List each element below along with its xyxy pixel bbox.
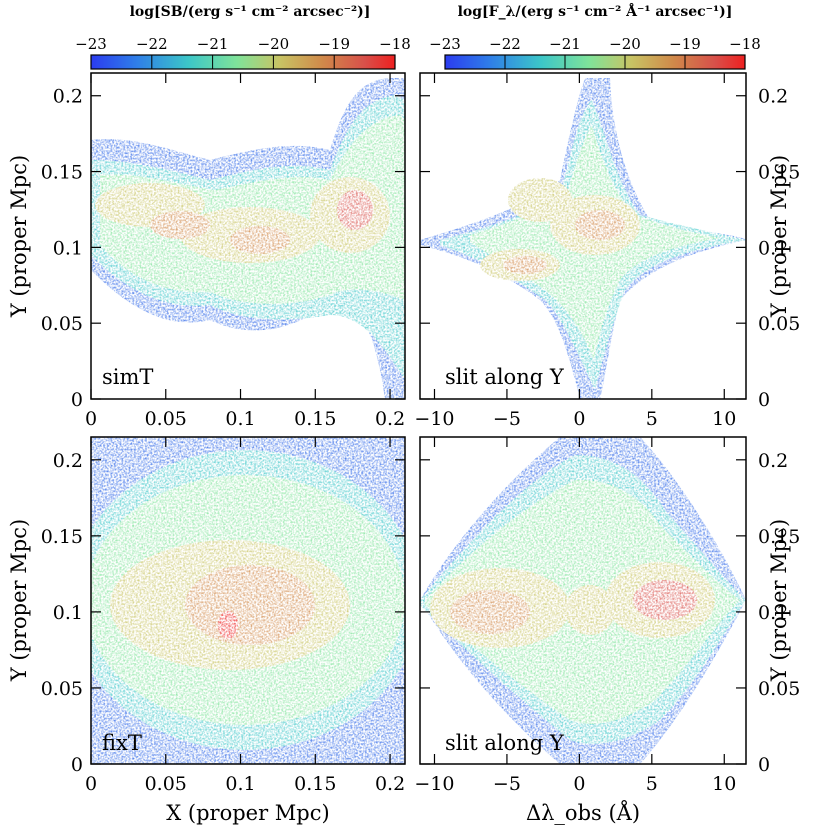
ytick-label: 0.1: [53, 602, 83, 624]
ylabel-top-right: Y (proper Mpc): [767, 155, 791, 318]
xtick-label: 5: [646, 773, 658, 795]
ytick-label-right: 0: [758, 754, 770, 776]
xtick-label: 0.1: [225, 773, 255, 795]
colorbar-tick-label: −21: [197, 35, 229, 53]
xtick-label: 0.05: [145, 773, 187, 795]
ytick-label-right: 0.1: [758, 237, 788, 259]
xtick-label: 0.2: [375, 773, 405, 795]
ytick-label: 0.05: [41, 313, 83, 335]
panel-fixT: 0 0.05 0.1 0.15 0.2 0 0.05 0.1 0.15 0.2 fixT: [41, 436, 406, 795]
colorbar-left-ticks: −23 −22 −21 −20 −19 −18: [75, 35, 411, 69]
colorbar-tick-label: −19: [669, 35, 701, 53]
colorbar-tick-label: −23: [429, 35, 461, 53]
ytick-label-right: 0.05: [758, 313, 800, 335]
xtick-label: −10: [414, 408, 454, 430]
panel-label-fixT: fixT: [102, 731, 142, 755]
ticks-fixT: 0 0.05 0.1 0.15 0.2 0 0.05 0.1 0.15 0.2: [41, 437, 405, 795]
colorbar-right-gradient: [444, 54, 746, 70]
ytick-label: 0.15: [41, 162, 83, 184]
ytick-label-right: 0: [758, 389, 770, 411]
ylabel-bottom-right: Y (proper Mpc): [767, 519, 791, 682]
panel-label-slit-bottom: slit along Y: [445, 731, 565, 755]
colorbar-right: log[F_λ/(erg s⁻¹ cm⁻² Å⁻¹ arcsec⁻¹)] −23…: [429, 2, 761, 70]
ytick-label: 0.2: [53, 450, 83, 472]
ytick-label: 0.1: [53, 237, 83, 259]
xtick-label: 0.15: [294, 773, 336, 795]
colorbar-tick-label: −20: [258, 35, 290, 53]
colorbar-tick-label: −22: [136, 35, 168, 53]
ytick-label-right: 0.2: [758, 450, 788, 472]
ticks-slit-top: −10 −5 0 5 10 0 0.05 0.1 0.15 0.2: [414, 73, 800, 430]
frame-slit-bottom: [419, 436, 747, 765]
xlabel-bottom-left: X (proper Mpc): [166, 801, 329, 825]
colorbar-left-gradient: [90, 54, 396, 70]
xtick-label: 0: [573, 773, 585, 795]
ylabel-bottom-left: Y (proper Mpc): [7, 519, 31, 682]
xtick-label: 0: [573, 408, 585, 430]
colorbar-tick-label: −21: [549, 35, 581, 53]
xtick-label: 10: [712, 773, 736, 795]
ytick-label-right: 0.1: [758, 602, 788, 624]
ytick-label: 0: [71, 754, 83, 776]
frame-slit-top: [419, 72, 747, 400]
xtick-label: 0.1: [225, 408, 255, 430]
xtick-label: 0: [85, 408, 97, 430]
frame-fixT: [90, 436, 406, 765]
xtick-label: −5: [493, 773, 521, 795]
ytick-label-right: 0.15: [758, 526, 800, 548]
panel-label-simT: simT: [102, 365, 153, 389]
xtick-label: 5: [646, 408, 658, 430]
xtick-label: 0: [85, 773, 97, 795]
ytick-label: 0: [71, 389, 83, 411]
frame-simT: [90, 72, 406, 400]
xtick-label: 10: [712, 408, 736, 430]
colorbar-left: log[SB/(erg s⁻¹ cm⁻² arcsec⁻²)] −23 −22 −2…: [75, 4, 411, 70]
colorbar-left-title: log[SB/(erg s⁻¹ cm⁻² arcsec⁻²)]: [130, 4, 371, 20]
ticks-slit-bottom: −10 −5 0 5 10 0 0.05 0.1 0.15 0.2: [414, 437, 800, 795]
heatmap-fixT: [91, 437, 405, 764]
xtick-label: 0.2: [375, 408, 405, 430]
ytick-label: 0.15: [41, 526, 83, 548]
panel-slit-bottom: −10 −5 0 5 10 0 0.05 0.1 0.15 0.2 slit along Y: [414, 436, 800, 795]
xtick-label: −5: [493, 408, 521, 430]
colorbar-tick-label: −19: [318, 35, 350, 53]
colorbar-tick-label: −18: [729, 35, 761, 53]
panel-slit-top: −10 −5 0 5 10 0 0.05 0.1 0.15 0.2 slit along Y: [414, 72, 800, 430]
xlabel-bottom-right: Δλ_obs (Å): [526, 800, 640, 825]
colorbar-right-title: log[F_λ/(erg s⁻¹ cm⁻² Å⁻¹ arcsec⁻¹)]: [458, 2, 733, 20]
ytick-label-right: 0.2: [758, 86, 788, 108]
ylabel-top-left: Y (proper Mpc): [7, 155, 31, 318]
colorbar-tick-label: −20: [609, 35, 641, 53]
xtick-label: 0.05: [145, 408, 187, 430]
ytick-label: 0.2: [53, 86, 83, 108]
ticks-simT: 0 0.05 0.1 0.15 0.2 0 0.05 0.1 0.15 0.2: [41, 73, 405, 430]
ytick-label-right: 0.05: [758, 678, 800, 700]
heatmap-simT: [91, 78, 405, 399]
colorbar-tick-label: −18: [379, 35, 411, 53]
colorbar-tick-label: −23: [75, 35, 107, 53]
colorbar-tick-label: −22: [489, 35, 521, 53]
colorbar-right-ticks: −23 −22 −21 −20 −19 −18: [429, 35, 761, 69]
panel-label-slit-top: slit along Y: [445, 365, 565, 389]
ytick-label: 0.05: [41, 678, 83, 700]
ytick-label-right: 0.15: [758, 162, 800, 184]
panel-simT: 0 0.05 0.1 0.15 0.2 0 0.05 0.1 0.15 0.2 simT: [41, 72, 406, 430]
xtick-label: 0.15: [294, 408, 336, 430]
heatmap-slit-bottom: [420, 437, 746, 764]
xtick-label: −10: [414, 773, 454, 795]
heatmap-slit-top: [420, 78, 746, 399]
